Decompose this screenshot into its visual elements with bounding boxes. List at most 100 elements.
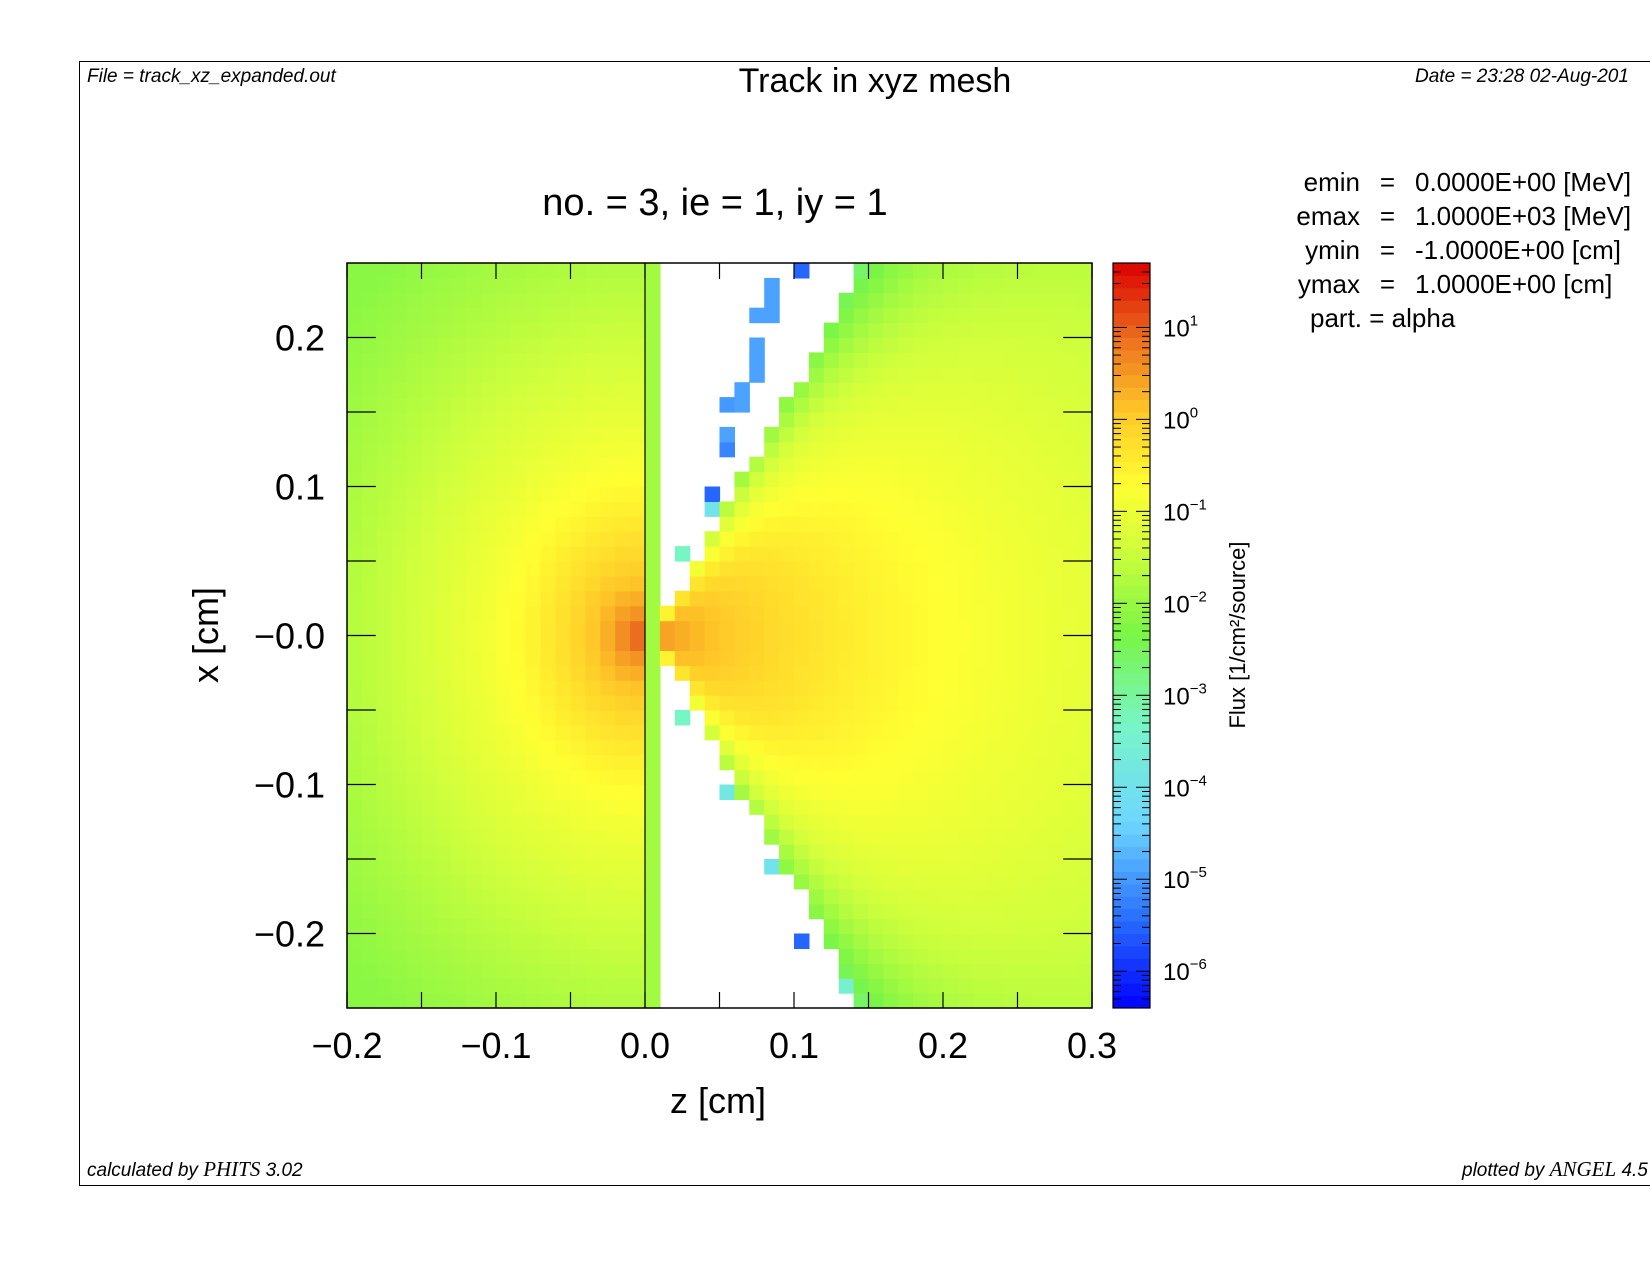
heatmap-cell [898, 635, 914, 651]
heatmap-cell [466, 397, 482, 413]
heatmap-cell [749, 471, 765, 488]
heatmap-cell [540, 739, 557, 756]
heatmap-cell [570, 754, 586, 771]
heatmap-cell [406, 501, 423, 517]
heatmap-cell [853, 322, 870, 339]
heatmap-cell [645, 903, 661, 920]
heatmap-cell [1077, 531, 1093, 547]
heatmap-cell [868, 546, 884, 562]
heatmap-cell [957, 590, 974, 607]
heatmap-cell [645, 605, 661, 622]
heatmap-cell [1002, 650, 1019, 666]
heatmap-cell [376, 844, 393, 860]
heatmap-cell [957, 844, 974, 860]
heatmap-cell [630, 277, 646, 294]
heatmap-cell [615, 724, 631, 741]
heatmap-cell [913, 978, 929, 994]
heatmap-cell [794, 471, 810, 488]
heatmap-cell [794, 873, 810, 890]
heatmap-cell [794, 859, 810, 875]
heatmap-cell [838, 948, 855, 964]
heatmap-cell [1032, 471, 1048, 488]
heatmap-cell [421, 352, 437, 368]
heatmap-cell [898, 590, 914, 607]
heatmap-cell [764, 784, 780, 800]
heatmap-cell [987, 397, 1004, 413]
heatmap-cell [1017, 501, 1033, 517]
heatmap-cell [481, 769, 497, 786]
heatmap-cell [1047, 963, 1063, 979]
heatmap-cell [1017, 575, 1033, 592]
heatmap-cell [376, 829, 393, 845]
heatmap-cell [957, 456, 974, 473]
x-tick-label: 0.1 [769, 1025, 819, 1066]
heatmap-cell [987, 739, 1004, 756]
heatmap-cell [630, 635, 646, 651]
heatmap-cell [734, 531, 750, 547]
heatmap-cell [898, 754, 914, 771]
heatmap-cell [928, 710, 944, 726]
heatmap-cell [510, 650, 527, 666]
heatmap-cell [689, 575, 706, 592]
heatmap-cell [361, 754, 378, 771]
heatmap-cell [615, 590, 631, 607]
heatmap-cell [823, 471, 840, 488]
heatmap-cell [838, 292, 855, 309]
heatmap-cell [1002, 859, 1019, 875]
heatmap-cell [868, 650, 884, 666]
heatmap-cell [1017, 546, 1033, 562]
heatmap-cell [540, 590, 557, 607]
heatmap-cell [1017, 337, 1033, 353]
heatmap-cell [838, 382, 855, 398]
heatmap-cell [1047, 307, 1063, 324]
heatmap-cell [466, 784, 482, 800]
heatmap-cell [585, 516, 601, 532]
heatmap-cell [555, 993, 572, 1009]
heatmap-cell [451, 590, 467, 607]
heatmap-cell [913, 814, 929, 830]
heatmap-cell [525, 933, 542, 949]
heatmap-cell [928, 620, 944, 637]
heatmap-cell [1032, 918, 1048, 935]
heatmap-cell [734, 620, 750, 637]
heatmap-cell [838, 933, 855, 949]
heatmap-cell [347, 441, 363, 458]
colorbar-segment [1113, 933, 1150, 947]
heatmap-cell [913, 933, 929, 949]
heatmap-cell [943, 471, 959, 488]
heatmap-cell [823, 337, 840, 353]
heatmap-cell [600, 307, 616, 324]
heatmap-cell [883, 650, 899, 666]
heatmap-cell [585, 307, 601, 324]
heatmap-cell [779, 710, 795, 726]
heatmap-cell [1032, 859, 1048, 875]
heatmap-cell [391, 888, 408, 905]
heatmap-cell [466, 978, 482, 994]
heatmap-cell [913, 680, 929, 696]
heatmap-cell [689, 695, 706, 711]
info-eq: = [1379, 201, 1396, 231]
heatmap-cell [570, 829, 586, 845]
heatmap-cell [645, 501, 661, 517]
info-row-ymax: ymax = 1.0000E+00 [cm] [1265, 267, 1631, 301]
heatmap-cell [913, 337, 929, 353]
heatmap-cell [630, 531, 646, 547]
heatmap-cell [853, 978, 870, 994]
heatmap-cell [645, 963, 661, 979]
heatmap-cell [794, 575, 810, 592]
heatmap-cell [928, 412, 944, 428]
heatmap-cell [779, 769, 795, 786]
heatmap-cell [1002, 754, 1019, 771]
heatmap-cell [421, 844, 437, 860]
heatmap-cell [525, 963, 542, 979]
heatmap-cell [1047, 650, 1063, 666]
heatmap-cell [421, 695, 437, 711]
heatmap-cell [764, 829, 780, 845]
heatmap-cell [496, 710, 512, 726]
heatmap-cell [555, 814, 572, 830]
heatmap-cell [913, 918, 929, 935]
heatmap-cell [1062, 754, 1078, 771]
heatmap-cell [406, 963, 423, 979]
heatmap-cell [1032, 307, 1048, 324]
heatmap-cell [943, 561, 959, 577]
